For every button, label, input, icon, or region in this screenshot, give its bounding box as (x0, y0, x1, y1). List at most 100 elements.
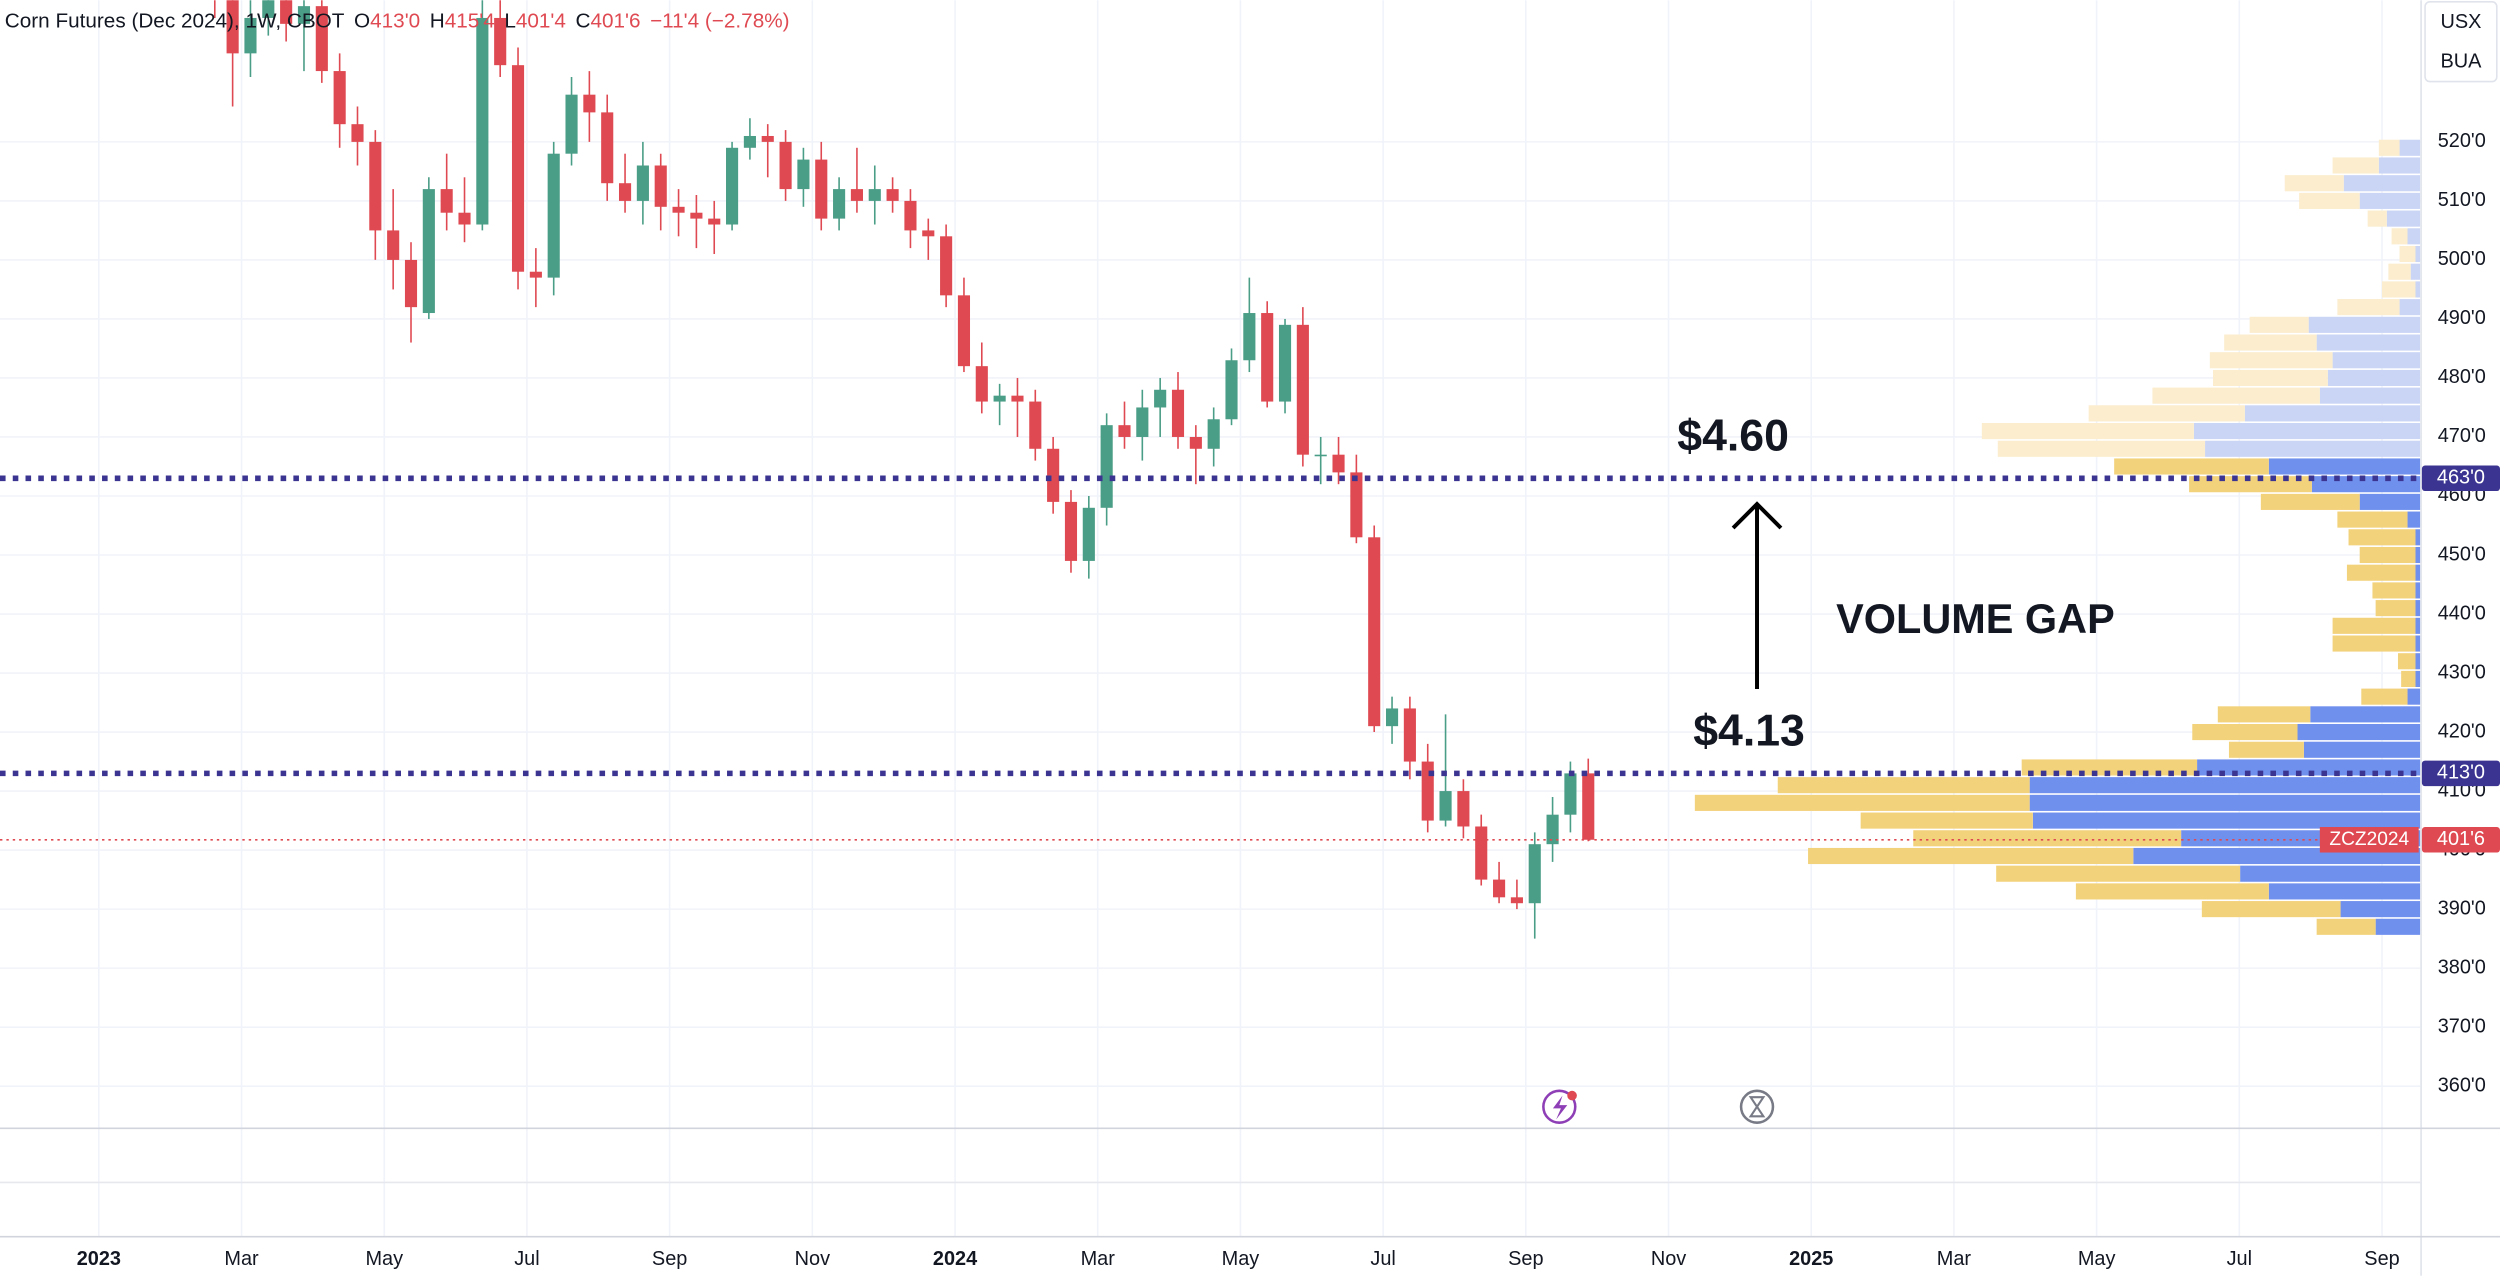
candle-body (726, 147, 739, 225)
candle-body (333, 71, 346, 125)
candle (601, 94, 614, 201)
candle-body (1261, 313, 1274, 402)
profile-down (2260, 493, 2360, 510)
candle-body (1510, 897, 1523, 904)
profile-down (2299, 192, 2360, 209)
candle-body (440, 189, 453, 213)
profile-down (2224, 334, 2317, 351)
profile-up (2410, 263, 2421, 280)
candle (1278, 318, 1292, 414)
candle-body (797, 159, 810, 190)
candle (297, 0, 311, 72)
candle (1439, 714, 1452, 827)
legend-key: H (430, 10, 445, 33)
profile-down (2337, 511, 2408, 528)
legend-value: 401'4 (516, 10, 566, 33)
profile-down (2391, 228, 2408, 245)
candle (1510, 879, 1523, 910)
candle-body (315, 6, 328, 72)
candle-body (1314, 454, 1327, 457)
candle-body (1546, 814, 1559, 845)
legend-key: C (575, 10, 590, 33)
legend-value: 413'0 (370, 10, 420, 33)
candle (1296, 307, 1309, 467)
profile-up (2415, 529, 2421, 546)
profile-up (2378, 157, 2421, 174)
candle (1385, 696, 1399, 744)
profile-down (2401, 670, 2416, 688)
profile-down (1913, 830, 2182, 847)
candle (1403, 696, 1416, 780)
y-tick-label: 520'0 (2438, 130, 2486, 152)
profile-down (2209, 352, 2333, 369)
candle (708, 200, 721, 255)
annotations: $4.60 $4.13 VOLUME GAP (1542, 411, 2115, 1124)
profile-down (2021, 759, 2198, 776)
candle (904, 189, 917, 249)
candle-body (1189, 436, 1202, 449)
x-tick-label: 2023 (77, 1248, 121, 1270)
profile-up (2029, 777, 2421, 794)
y-tick-label: 370'0 (2438, 1015, 2486, 1037)
event-icon[interactable] (1542, 1089, 1577, 1124)
y-tick-label: 380'0 (2438, 956, 2486, 978)
candle-body (1064, 501, 1078, 561)
y-tick-label: 390'0 (2438, 897, 2486, 919)
y-tick-label: 450'0 (2438, 543, 2486, 565)
x-tick-label: May (2078, 1248, 2116, 1270)
candle-body (1457, 791, 1470, 827)
profile-up (2319, 387, 2421, 404)
profile-up (2332, 352, 2421, 369)
profile-down (1777, 777, 2030, 794)
candle-body (1154, 389, 1167, 408)
candle-body (975, 366, 988, 402)
candle (743, 118, 756, 160)
candle (565, 76, 578, 166)
profile-down (2375, 600, 2416, 617)
candle (458, 177, 471, 243)
candle-body (1278, 324, 1292, 402)
profile-down (2088, 405, 2245, 422)
candle-body (458, 212, 471, 225)
profile-up (2268, 883, 2421, 900)
y-tick-label: 500'0 (2438, 248, 2486, 270)
profile-up (2310, 706, 2421, 723)
x-tick-label: Mar (224, 1248, 259, 1270)
candle-body (1011, 395, 1024, 402)
candle (1261, 301, 1274, 408)
candle (583, 71, 596, 142)
legend-text: Corn Futures (Dec 2024), 1W, CBOT O413'0 H… (5, 10, 790, 33)
candle (868, 165, 881, 225)
candle (404, 242, 418, 343)
candle-body (476, 17, 489, 225)
candle-body (993, 395, 1006, 402)
profile-up (2407, 228, 2421, 245)
candle (226, 0, 239, 107)
profile-down (2337, 299, 2400, 316)
candle (922, 218, 935, 260)
profile-down (2152, 387, 2320, 404)
candle (1207, 407, 1220, 467)
candle (333, 53, 346, 148)
y-tick-label: 490'0 (2438, 307, 2486, 329)
candle-body (369, 141, 382, 231)
x-tick-label: Sep (1508, 1248, 1543, 1270)
profile-up (2415, 600, 2421, 617)
price-line-box (2421, 465, 2500, 492)
symbol-label: ZCZ2024 (2329, 829, 2409, 850)
profile-up (2375, 918, 2421, 935)
candle (1243, 277, 1256, 373)
candle (850, 147, 863, 213)
profile-up (2386, 210, 2421, 227)
profile-up (2268, 458, 2421, 475)
candle-body (1493, 879, 1506, 898)
candle-body (1296, 324, 1309, 455)
timer-icon[interactable] (1739, 1089, 1775, 1124)
x-tick-label: Nov (795, 1248, 830, 1270)
unit-label[interactable]: USX (2440, 11, 2481, 33)
candle (779, 130, 792, 201)
candle (1047, 436, 1060, 514)
unit-label[interactable]: BUA (2440, 51, 2482, 73)
candle (1171, 372, 1185, 449)
candle (886, 177, 899, 213)
